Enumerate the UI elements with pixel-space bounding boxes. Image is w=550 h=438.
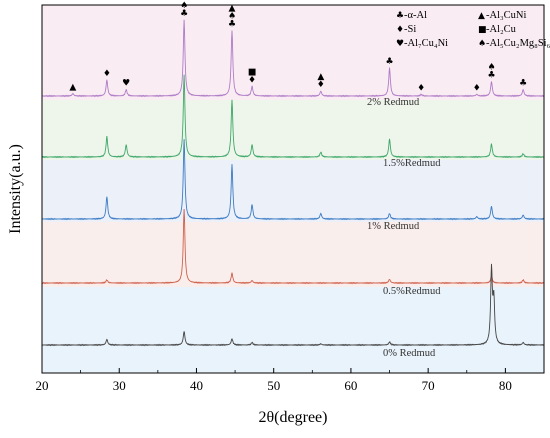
series-label-2: 1.5%Redmud bbox=[383, 158, 441, 169]
phase-marker-2-1: ♦ bbox=[103, 69, 111, 79]
phase-marker-4-2: ♠ bbox=[180, 1, 188, 11]
phase-marker-6-2: ■ bbox=[248, 67, 257, 77]
phase-marker-12-1: ♣ bbox=[519, 79, 527, 89]
series-label-1: 2% Redmud bbox=[367, 97, 420, 108]
series-label-3: 1% Redmud bbox=[367, 221, 420, 232]
series-label-4: 0.5%Redmud bbox=[383, 286, 441, 297]
phase-marker-3-1: ♥ bbox=[122, 79, 130, 89]
series-line-1 bbox=[41, 19, 545, 98]
series-line-3 bbox=[41, 139, 545, 221]
band-5 bbox=[42, 287, 544, 373]
legend-symbol-6: ♠ bbox=[478, 39, 486, 49]
plot-frame bbox=[41, 4, 545, 374]
x-tick-label-2: 30 bbox=[113, 378, 126, 393]
x-tick-label-3: 40 bbox=[190, 378, 203, 393]
legend-label-2: -Al₃CuNi bbox=[486, 10, 526, 21]
phase-marker-11-1: ♣ bbox=[487, 71, 495, 81]
x-tick-label-6: 70 bbox=[422, 378, 435, 393]
phase-marker-6-1: ♦ bbox=[248, 75, 256, 85]
band-3 bbox=[42, 160, 544, 222]
phase-marker-9-1: ♦ bbox=[417, 83, 425, 93]
phase-marker-7-1: ♦ bbox=[317, 80, 325, 90]
legend-label-5: -Al₇Cu₄Ni bbox=[404, 38, 448, 49]
series-line-4 bbox=[41, 209, 545, 285]
phase-marker-5-2: ♠ bbox=[228, 11, 236, 21]
legend-label-4: -Al₂Cu bbox=[486, 24, 517, 35]
phase-marker-11-2: ♠ bbox=[487, 63, 495, 73]
phase-marker-1-1: ▲ bbox=[69, 83, 76, 93]
phase-marker-8-1: ♣ bbox=[385, 57, 393, 67]
legend-label-1: -α-Al bbox=[404, 10, 427, 21]
legend: ♣ -α-Al ▲ -Al₃CuNi ♦ -Si ■ -Al₂Cu ♥ -Al₇Cu₄Ni ♠ -Al… bbox=[396, 10, 550, 49]
legend-label-6: -Al₅Cu₂Mg₈Si₆ bbox=[486, 38, 550, 49]
x-axis-label: 2θ(degree) bbox=[259, 409, 328, 426]
band-4 bbox=[42, 222, 544, 287]
band-2 bbox=[42, 100, 544, 160]
y-axis-label: Intensity(a.u.) bbox=[7, 144, 24, 234]
legend-symbol-1: ♣ bbox=[396, 11, 404, 21]
series-labels: 2% Redmud 1.5%Redmud 1% Redmud 0.5%Redmud 0%… bbox=[367, 97, 441, 359]
phase-marker-5-1: ♣ bbox=[228, 19, 236, 29]
phase-marker-7-2: ▲ bbox=[317, 72, 324, 82]
series-bands bbox=[42, 5, 544, 373]
series-traces bbox=[41, 19, 545, 347]
x-tick-label-5: 60 bbox=[344, 378, 357, 393]
x-tick-label-4: 50 bbox=[267, 378, 280, 393]
phase-marker-4-1: ♣ bbox=[180, 9, 188, 19]
phase-markers: ▲♦♥♣♠♣♠▲♦■♦▲♣♦ ♦♣♠♣ bbox=[69, 1, 527, 93]
x-axis-ticks: 20 30 40 50 60 70 80 bbox=[36, 368, 512, 393]
legend-symbol-3: ♦ bbox=[396, 25, 404, 35]
series-line-2 bbox=[41, 74, 545, 159]
legend-label-3: -Si bbox=[404, 24, 416, 35]
legend-symbol-5: ♥ bbox=[396, 39, 404, 49]
band-1 bbox=[42, 5, 544, 100]
x-tick-label-7: 80 bbox=[499, 378, 512, 393]
legend-symbol-4: ■ bbox=[478, 25, 487, 35]
legend-symbol-2: ▲ bbox=[478, 11, 485, 21]
series-label-5: 0% Redmud bbox=[383, 348, 436, 359]
series-line-5 bbox=[41, 263, 545, 347]
phase-marker-10-1: ♦ bbox=[473, 83, 481, 93]
x-tick-label-1: 20 bbox=[36, 378, 49, 393]
phase-marker-5-3: ▲ bbox=[229, 3, 236, 13]
